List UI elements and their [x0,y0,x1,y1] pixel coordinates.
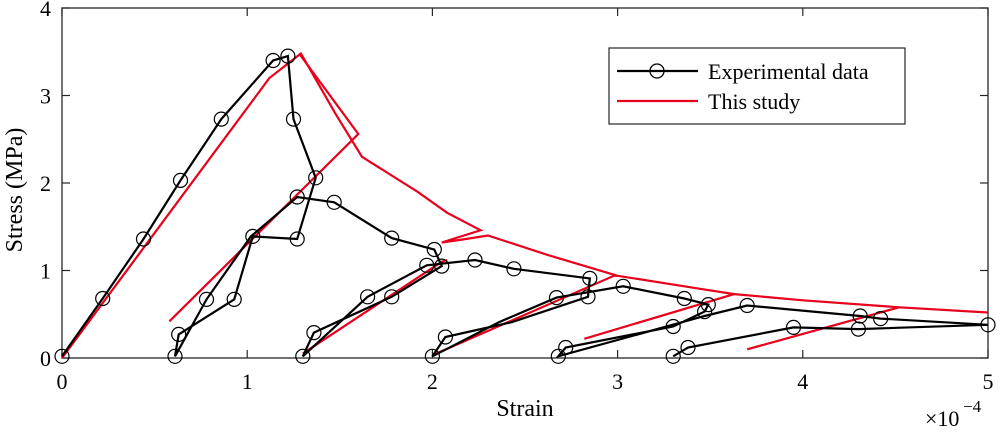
tick-marks [61,7,989,359]
experimental-marker [135,231,152,247]
experimental-marker [167,348,183,364]
x-tick-label: 5 [983,369,994,394]
experimental-marker [852,308,868,324]
experimental-marker [213,111,229,127]
x-multiplier-exponent: −4 [963,397,982,416]
legend: Experimental data This study [608,47,906,125]
series-layer [54,48,996,364]
y-tick-label: 1 [40,259,51,284]
experimental-marker [582,270,598,286]
experimental-marker [306,325,322,341]
experimental-marker [850,321,867,337]
experimental-curve [61,54,989,359]
experimental-marker [308,170,324,186]
experimental-marker [665,348,681,364]
x-axis-title: Strain [496,396,553,422]
experimental-marker [285,111,302,127]
experimental-marker [198,291,215,307]
y-tick-label: 2 [40,171,51,196]
experimental-marker [295,348,311,364]
experimental-marker [437,329,453,345]
experimental-marker [289,231,305,247]
x-multiplier-base: ×10 [925,406,959,431]
experimental-marker [226,291,242,307]
experimental-marker [680,339,696,356]
experimental-marker [95,290,111,307]
experimental-marker [739,297,755,314]
experimental-marker [280,48,296,64]
y-tick-label: 0 [40,346,51,371]
experimental-marker [360,289,376,305]
experimental-marker [665,318,681,335]
experimental-marker [558,339,574,356]
y-tick-label: 3 [40,84,51,109]
x-tick-label: 4 [797,369,808,394]
experimental-marker [676,290,692,307]
experimental-marker [326,194,342,210]
model-curve-segment [61,51,989,359]
experimental-marker [615,278,631,294]
x-tick-label: 2 [427,369,438,394]
model-curve-segment [168,52,360,323]
experimental-marker [580,289,596,305]
legend-box [608,47,906,125]
experimental-marker [419,257,435,273]
experimental-marker [548,290,565,306]
experimental-marker [506,261,522,277]
experimental-marker [172,172,189,188]
experimental-marker [171,326,187,342]
experimental-marker [872,311,889,327]
experimental-marker [696,304,713,320]
model-curve-segment [583,293,735,340]
experimental-marker [550,348,566,364]
experimental-marker [384,289,400,305]
x-tick-label: 0 [57,369,68,394]
experimental-marker [384,230,400,246]
experimental-marker [467,252,483,268]
experimental-marker [54,348,70,364]
model-curve-segment [435,274,618,355]
legend-label-experimental: Experimental data [708,59,869,84]
x-multiplier: ×10 −4 [925,397,982,431]
legend-label-this-study: This study [708,89,800,114]
experimental-marker [785,319,802,335]
experimental-marker [980,317,996,333]
experimental-marker [424,348,440,364]
experimental-marker [245,228,261,244]
experimental-marker [426,241,442,258]
legend-marker-experimental [649,63,665,79]
experimental-marker [434,258,450,274]
y-axis-title: Stress (MPa) [2,128,28,253]
tick-labels: 0 1 2 3 4 5 0 1 2 3 4 [40,0,994,394]
x-tick-label: 3 [612,369,623,394]
x-tick-label: 1 [242,369,253,394]
experimental-marker [289,189,305,205]
y-tick-label: 4 [40,0,51,21]
experimental-marker [700,297,716,313]
experimental-marker [265,52,281,69]
